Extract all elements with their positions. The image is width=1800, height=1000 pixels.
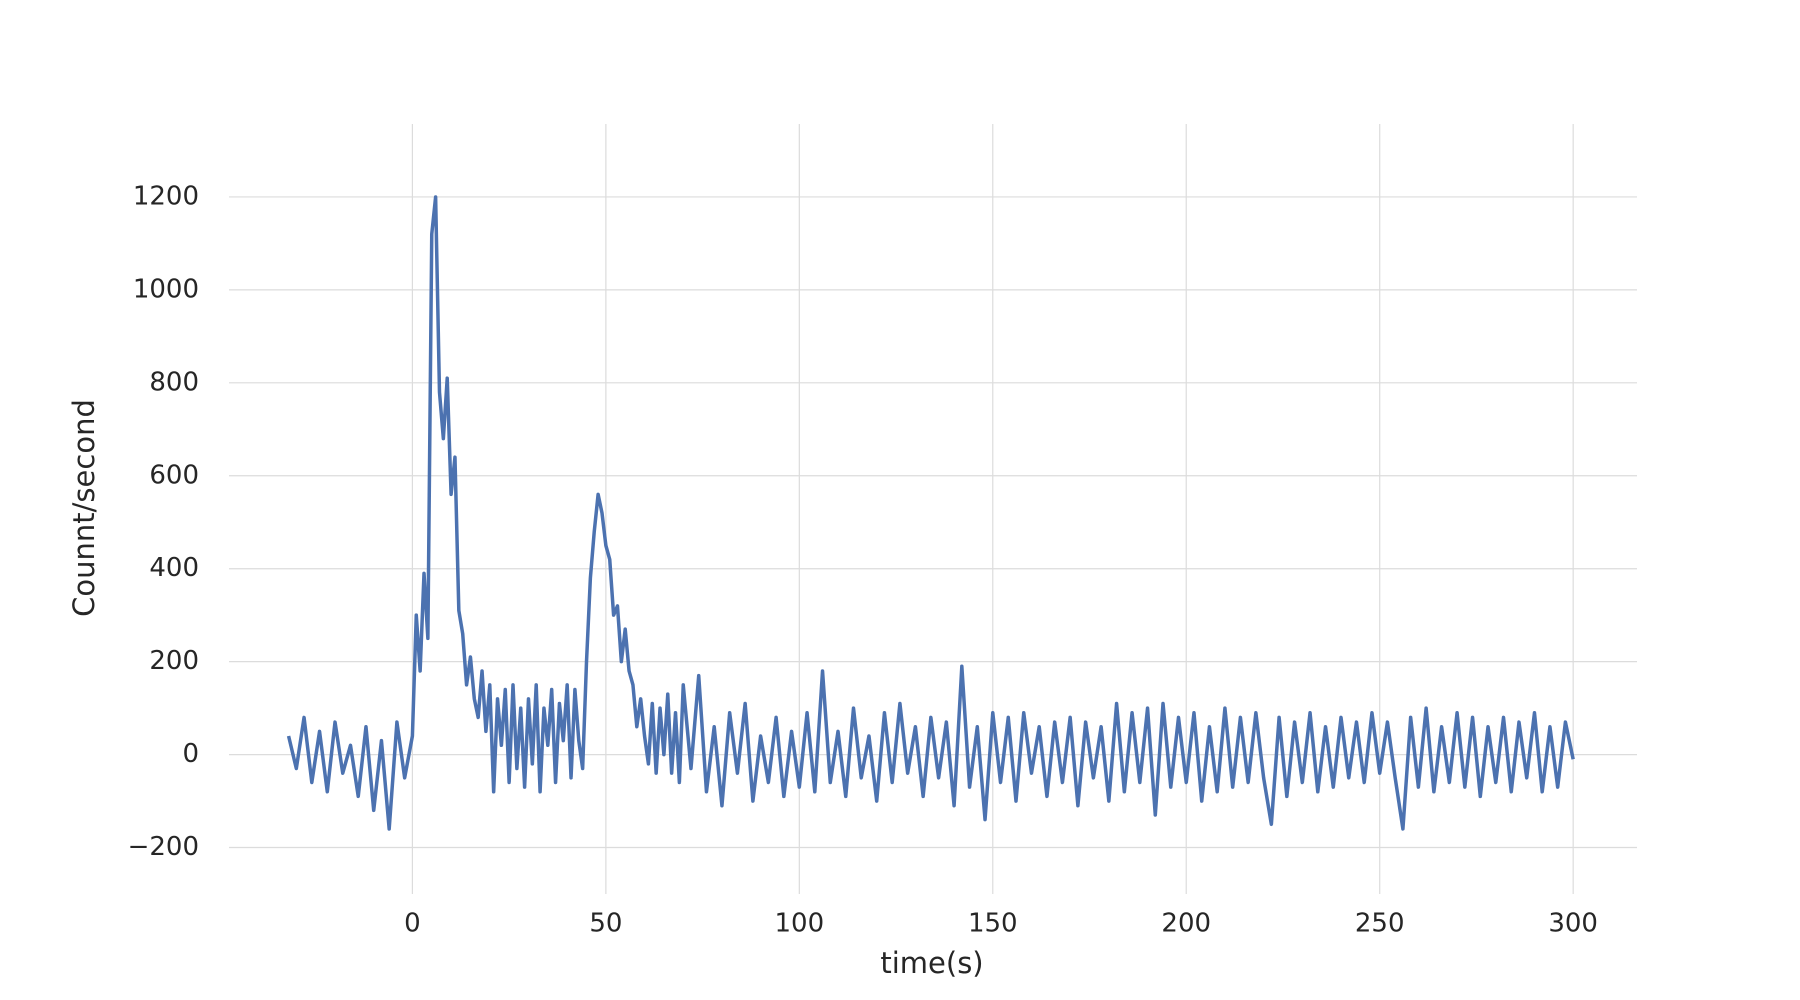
y-tick-label: 600	[149, 460, 199, 490]
y-tick-label: 800	[149, 367, 199, 397]
y-tick-label: 1000	[133, 274, 199, 304]
x-tick-label: 0	[404, 909, 421, 939]
y-axis-label: Counnt/second	[67, 399, 101, 617]
x-axis-label: time(s)	[880, 946, 983, 980]
x-tick-label: 50	[589, 909, 622, 939]
y-tick-label: 0	[182, 739, 199, 769]
data-line	[286, 195, 1575, 831]
y-tick-label: −200	[128, 832, 199, 862]
x-tick-label: 200	[1161, 909, 1211, 939]
x-tick-label: 300	[1548, 909, 1598, 939]
x-tick-label: 100	[774, 909, 824, 939]
y-tick-label: 1200	[133, 181, 199, 211]
x-tick-label: 250	[1355, 909, 1405, 939]
y-tick-label: 400	[149, 553, 199, 583]
y-tick-label: 200	[149, 646, 199, 676]
x-tick-label: 150	[968, 909, 1018, 939]
